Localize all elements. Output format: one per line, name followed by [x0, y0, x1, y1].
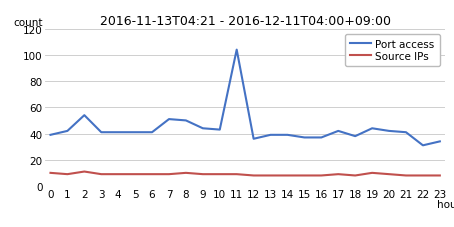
Source IPs: [166, 173, 172, 176]
Source IPs: [251, 174, 257, 177]
Port access: [48, 134, 53, 137]
Line: Source IPs: Source IPs: [50, 172, 440, 176]
Source IPs: [217, 173, 222, 176]
Source IPs: [437, 174, 443, 177]
Source IPs: [234, 173, 239, 176]
Source IPs: [64, 173, 70, 176]
Port access: [302, 136, 307, 139]
Source IPs: [99, 173, 104, 176]
Port access: [149, 131, 155, 134]
Port access: [437, 140, 443, 143]
Source IPs: [370, 172, 375, 174]
Port access: [64, 130, 70, 133]
Title: 2016-11-13T04:21 - 2016-12-11T04:00+09:00: 2016-11-13T04:21 - 2016-12-11T04:00+09:0…: [100, 15, 390, 28]
Legend: Port access, Source IPs: Port access, Source IPs: [345, 35, 440, 67]
Port access: [133, 131, 138, 134]
Port access: [234, 49, 239, 52]
Line: Port access: Port access: [50, 50, 440, 146]
Source IPs: [268, 174, 273, 177]
Port access: [319, 136, 324, 139]
Source IPs: [319, 174, 324, 177]
Port access: [200, 127, 206, 130]
Port access: [403, 131, 409, 134]
Port access: [420, 144, 426, 147]
Source IPs: [48, 172, 53, 174]
Port access: [285, 134, 290, 137]
Source IPs: [352, 174, 358, 177]
Port access: [166, 118, 172, 121]
Source IPs: [420, 174, 426, 177]
Port access: [352, 135, 358, 138]
Port access: [370, 127, 375, 130]
Port access: [251, 138, 257, 141]
Port access: [183, 119, 188, 122]
Source IPs: [285, 174, 290, 177]
Port access: [386, 130, 392, 133]
Source IPs: [149, 173, 155, 176]
Source IPs: [302, 174, 307, 177]
Source IPs: [403, 174, 409, 177]
Port access: [82, 114, 87, 117]
Source IPs: [133, 173, 138, 176]
Source IPs: [200, 173, 206, 176]
Port access: [336, 130, 341, 133]
Source IPs: [82, 170, 87, 173]
Port access: [268, 134, 273, 137]
Port access: [115, 131, 121, 134]
Source IPs: [183, 172, 188, 174]
Source IPs: [386, 173, 392, 176]
Port access: [217, 129, 222, 131]
Source IPs: [336, 173, 341, 176]
Source IPs: [115, 173, 121, 176]
Port access: [99, 131, 104, 134]
X-axis label: hour: hour: [437, 199, 454, 209]
Text: count: count: [14, 18, 43, 28]
